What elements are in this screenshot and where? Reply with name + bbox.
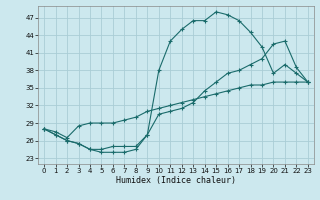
X-axis label: Humidex (Indice chaleur): Humidex (Indice chaleur) [116, 176, 236, 185]
